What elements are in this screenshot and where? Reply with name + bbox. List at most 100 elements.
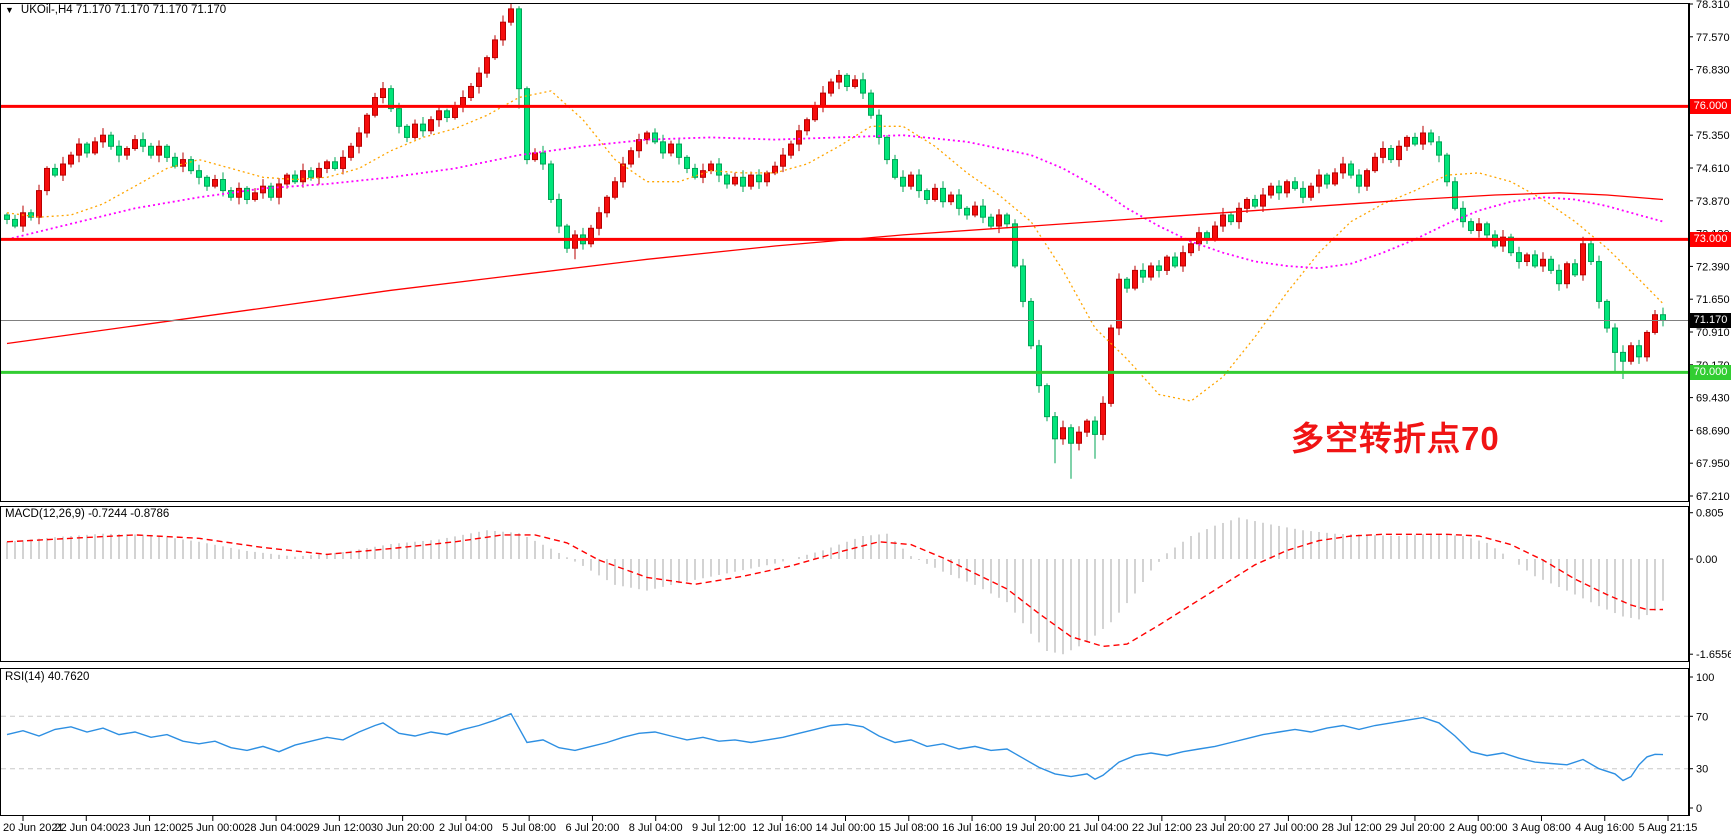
candle-up [804,119,810,132]
time-axis-label: 25 Jun 00:00 [181,822,245,834]
candle-up [300,170,306,183]
chart-dropdown-icon[interactable]: ▼ [5,4,14,15]
rsi-line [6,712,1664,782]
candle-up [1132,269,1138,289]
candle-up [324,161,330,169]
price-tick-label: 67.950 [1696,458,1730,470]
candle-up [1108,327,1114,404]
time-axis-label: 5 Jul 08:00 [502,822,556,834]
candle-down [1388,147,1394,161]
candle-down [1356,174,1362,187]
time-axis-label: 27 Jul 00:00 [1258,822,1318,834]
time-axis-label: 19 Jul 20:00 [1005,822,1065,834]
candle-up [92,141,98,154]
candle-up [484,57,490,74]
candle-down [868,92,874,116]
price-axis-area[interactable] [1690,3,1731,816]
candle-down [1444,154,1450,183]
candle-down [724,174,730,185]
candle-down [332,161,338,169]
rsi-panel-border [0,668,1689,816]
time-axis-label: 21 Jul 04:00 [1069,822,1129,834]
candle-up [644,132,650,141]
candle-down [1412,136,1418,145]
candle-down [268,185,274,198]
candle-down [564,225,570,249]
candle-up [1396,145,1402,161]
ma-slow-red [6,192,1664,345]
candle-up [732,176,738,185]
time-axis-area[interactable] [0,817,1731,838]
time-axis-label: 6 Jul 20:00 [566,822,620,834]
candle-up [1268,185,1274,196]
candle-up [796,130,802,145]
candle-up [1060,427,1066,440]
candle-down [740,176,746,187]
candle-down [220,179,226,192]
candle-down [108,134,114,147]
macd-panel-plot[interactable] [1,507,1688,660]
time-axis-label: 28 Jun 04:00 [244,822,308,834]
candle-down [444,110,450,118]
candle-up [476,72,482,87]
candle-up [132,139,138,149]
candle-down [116,145,122,156]
candle-down [956,194,962,209]
time-axis-label: 14 Jul 00:00 [816,822,876,834]
candle-down [1508,236,1514,254]
candle-down [396,108,402,127]
candle-down [1572,263,1578,276]
candle-up [508,8,514,23]
candle-up [1420,132,1426,145]
candle-down [1324,174,1330,185]
candle-down [1452,181,1458,209]
candle-up [1188,243,1194,254]
candle-down [1556,269,1562,285]
candle-down [1516,252,1522,263]
candle-up [44,167,50,192]
candle-up [788,143,794,156]
time-axis-label: 28 Jul 12:00 [1322,822,1382,834]
candle-up [452,105,458,118]
candle-down [1436,141,1442,156]
candle-up [252,192,258,200]
candle-up [836,74,842,83]
candle-up [948,194,954,203]
candle-down [1028,300,1034,347]
candle-up [1644,331,1650,358]
candle-up [812,105,818,121]
time-axis-label: 4 Aug 16:00 [1575,822,1634,834]
candle-down [1636,345,1642,358]
candle-up [1564,263,1570,285]
rsi-axis-label: 0 [1696,803,1702,815]
candle-up [1284,181,1290,194]
time-axis-label: 12 Jul 16:00 [752,822,812,834]
candle-up [1580,243,1586,276]
candle-down [940,187,946,203]
candle-up [764,172,770,183]
support-70-badge: 70.000 [1690,364,1731,380]
candle-up [492,39,498,59]
candle-up [628,150,634,165]
candle-down [1092,420,1098,435]
candle-up [596,212,602,229]
time-axis-label: 22 Jul 12:00 [1132,822,1192,834]
candle-down [1052,416,1058,440]
current-price-badge: 71.170 [1690,312,1731,328]
candle-up [1220,214,1226,227]
price-tick-label: 74.610 [1696,163,1730,175]
candle-down [684,156,690,169]
main-panel-border [0,3,1689,502]
chart-title: UKOil-,H4 71.170 71.170 71.170 71.170 [20,4,227,16]
time-axis-label: 29 Jun 12:00 [308,822,372,834]
candle-down [164,145,170,158]
candle-up [1236,207,1242,223]
candle-up [1340,163,1346,174]
price-tick-label: 72.390 [1696,261,1730,273]
candle-up [212,179,218,187]
time-axis-label: 23 Jul 20:00 [1195,822,1255,834]
candle-down [1660,314,1666,321]
candle-down [660,141,666,154]
rsi-panel-plot[interactable] [1,669,1688,815]
